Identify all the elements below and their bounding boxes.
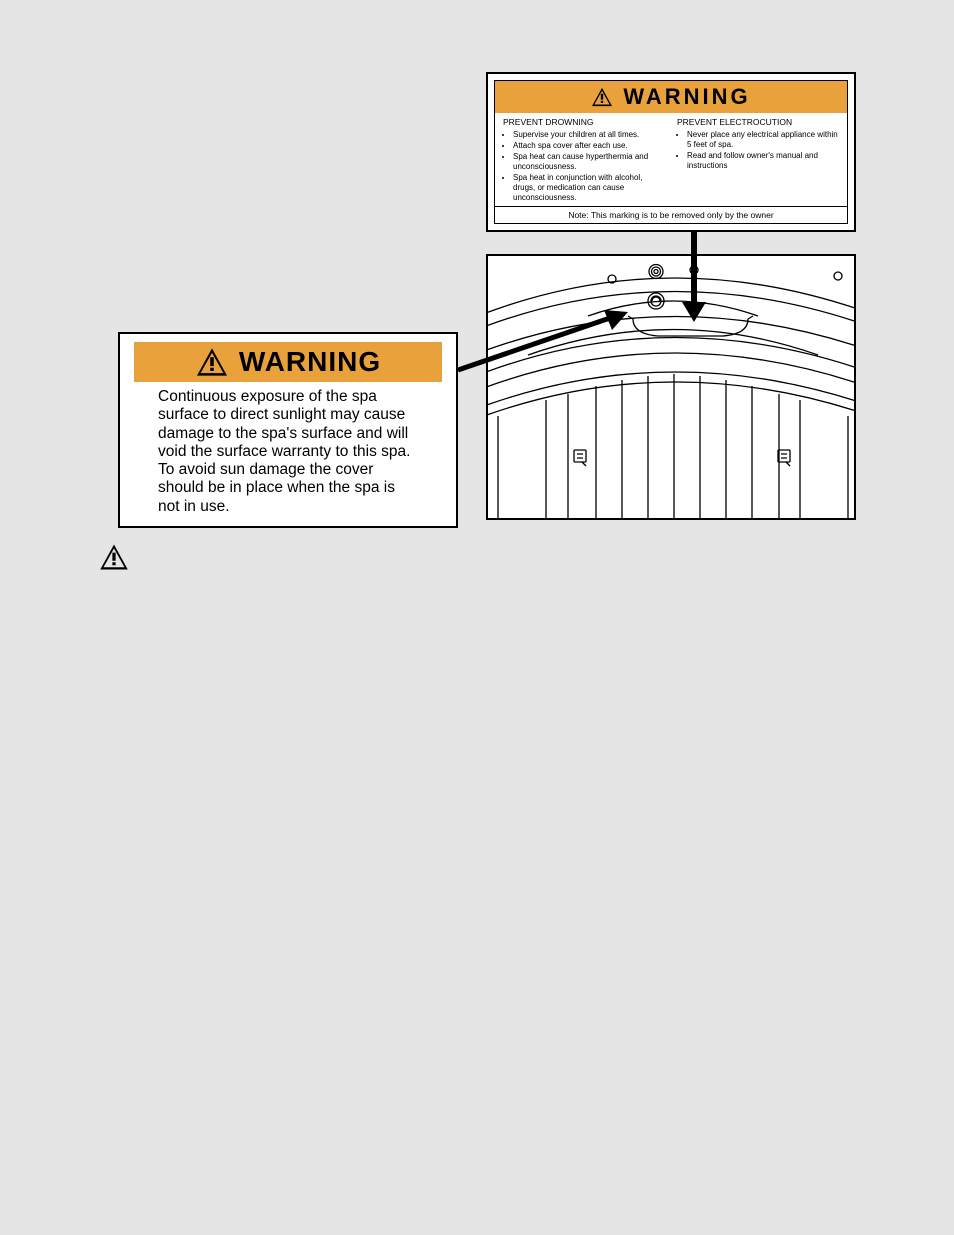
warning-sign-left: WARNING Continuous exposure of the spa s… bbox=[118, 332, 458, 528]
warning-banner-top-text: WARNING bbox=[623, 84, 750, 110]
drowning-item: Supervise your children at all times. bbox=[513, 130, 665, 140]
spa-svg bbox=[488, 256, 856, 520]
warning-banner-top: WARNING bbox=[495, 81, 847, 113]
electrocution-list: Never place any electrical appliance wit… bbox=[677, 130, 839, 171]
warning-triangle-icon bbox=[591, 87, 613, 107]
warning-banner-left: WARNING bbox=[134, 342, 442, 382]
electrocution-heading: PREVENT ELECTROCUTION bbox=[677, 117, 839, 128]
warning-triangle-icon bbox=[99, 543, 129, 571]
drowning-list: Supervise your children at all times. At… bbox=[503, 130, 665, 203]
electrocution-item: Read and follow owner's manual and instr… bbox=[687, 151, 839, 171]
drowning-item: Attach spa cover after each use. bbox=[513, 141, 665, 151]
drowning-item: Spa heat can cause hyperthermia and unco… bbox=[513, 152, 665, 172]
warning-sign-columns: PREVENT DROWNING Supervise your children… bbox=[495, 113, 847, 206]
warning-col-drowning: PREVENT DROWNING Supervise your children… bbox=[503, 117, 671, 204]
warning-banner-left-text: WARNING bbox=[239, 346, 381, 378]
drowning-heading: PREVENT DROWNING bbox=[503, 117, 665, 128]
spa-illustration bbox=[486, 254, 856, 520]
electrocution-item: Never place any electrical appliance wit… bbox=[687, 130, 839, 150]
warning-col-electrocution: PREVENT ELECTROCUTION Never place any el… bbox=[671, 117, 839, 204]
warning-sign-top: WARNING PREVENT DROWNING Supervise your … bbox=[486, 72, 856, 232]
warning-left-body: Continuous exposure of the spa surface t… bbox=[120, 388, 456, 516]
drowning-item: Spa heat in conjunction with alcohol, dr… bbox=[513, 173, 665, 203]
warning-sign-top-inner: WARNING PREVENT DROWNING Supervise your … bbox=[494, 80, 848, 224]
warning-triangle-icon bbox=[195, 347, 229, 377]
warning-sign-note: Note: This marking is to be removed only… bbox=[495, 206, 847, 223]
